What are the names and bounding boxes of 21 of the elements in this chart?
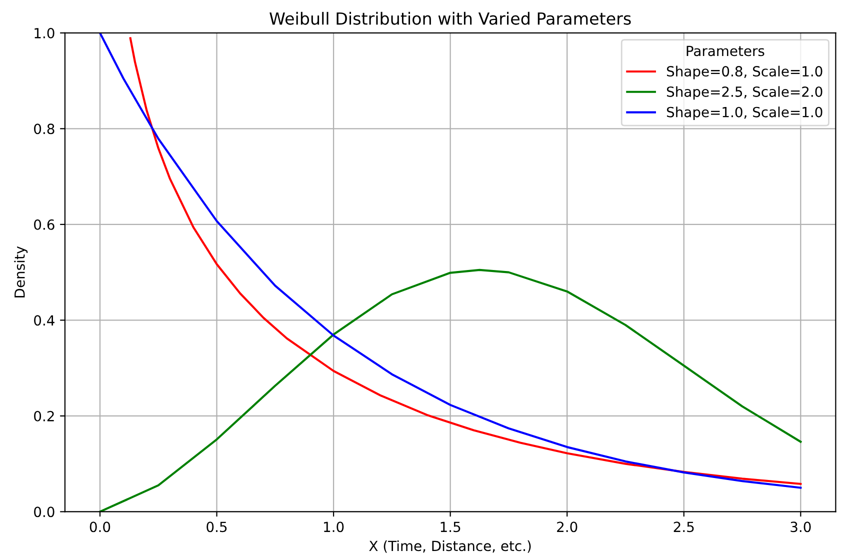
x-tick-label: 2.0 [557,522,578,532]
x-tick-label: 1.0 [324,522,344,532]
legend-label: Shape=2.5, Scale=2.0 [666,86,822,100]
x-tick-label: 0.5 [206,522,227,532]
x-axis-title: X (Time, Distance, etc.) [369,540,531,553]
y-axis-title: Density [14,246,28,298]
y-tick-label: 0.8 [34,124,54,134]
x-tick-label: 2.5 [674,522,694,532]
x-tick-label: 0.0 [90,522,110,532]
y-tick-label: 0.4 [34,315,54,326]
y-tick-label: 0.6 [34,219,54,230]
x-tick-label: 1.5 [440,522,460,532]
line-series [98,268,802,512]
x-tick-label: 3.0 [790,522,811,532]
y-tick-label: 1.0 [34,28,54,38]
y-tick-label: 0.0 [34,506,54,518]
y-tick-label: 0.2 [34,410,54,422]
legend-title: Parameters [686,46,764,56]
legend-label: Shape=1.0, Scale=1.0 [666,106,822,120]
chart-title: Weibull Distribution with Varied Parameters [270,12,631,25]
legend-label: Shape=0.8, Scale=1.0 [666,66,822,80]
